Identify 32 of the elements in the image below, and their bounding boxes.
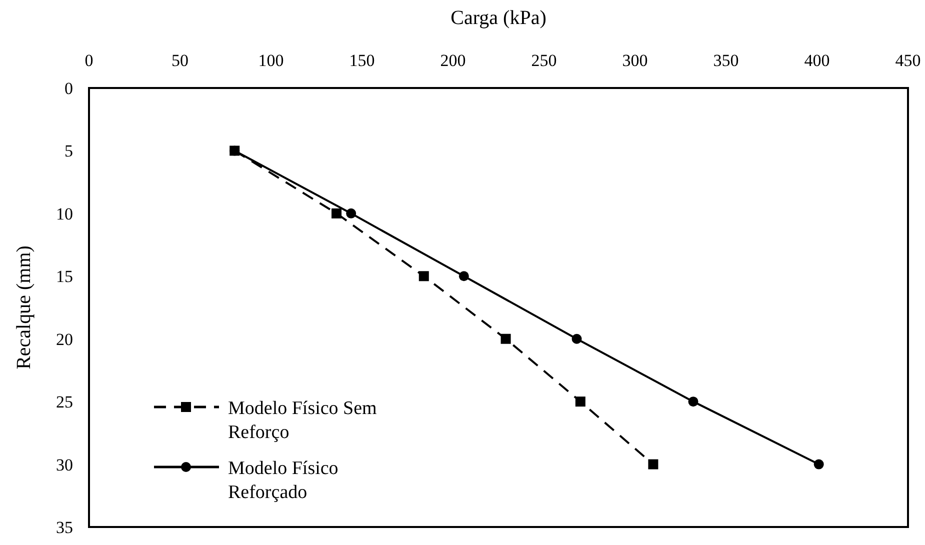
x-tick-label: 50 (172, 51, 188, 70)
x-tick-label: 150 (349, 51, 375, 70)
point (688, 396, 698, 407)
point (575, 396, 586, 407)
y-tick-label: 30 (56, 455, 73, 474)
y-tick-label: 5 (64, 142, 73, 161)
point (458, 271, 469, 282)
y-tick-label: 25 (56, 392, 73, 412)
x-tick-label: 350 (713, 51, 739, 70)
y-tick-label: 35 (56, 518, 73, 537)
x-tick-label: 0 (84, 51, 94, 70)
y-tick-label: 10 (56, 204, 73, 224)
y-tick-label: 0 (64, 79, 73, 98)
x-tick-label: 250 (531, 51, 557, 70)
legend-label: Modelo Físico Reforçado (228, 458, 338, 503)
point (418, 271, 429, 282)
point (572, 334, 582, 344)
y-tick-label: 20 (56, 330, 73, 349)
point (346, 208, 356, 218)
point (500, 334, 511, 344)
point (332, 208, 342, 218)
y-tick-label: 15 (56, 267, 73, 286)
x-tick-label: 450 (895, 51, 921, 70)
x-tick-label: 100 (258, 51, 284, 70)
y-axis-title: Recalque (mm) (13, 246, 35, 370)
x-tick-label: 200 (440, 51, 466, 70)
point (814, 459, 824, 470)
x-tick-label: 400 (804, 51, 830, 70)
legend-label: Modelo Físico Sem Reforço (228, 398, 378, 443)
x-axis-title: Carga (kPa) (450, 7, 546, 29)
point (648, 459, 658, 470)
x-tick-label: 300 (622, 51, 648, 70)
